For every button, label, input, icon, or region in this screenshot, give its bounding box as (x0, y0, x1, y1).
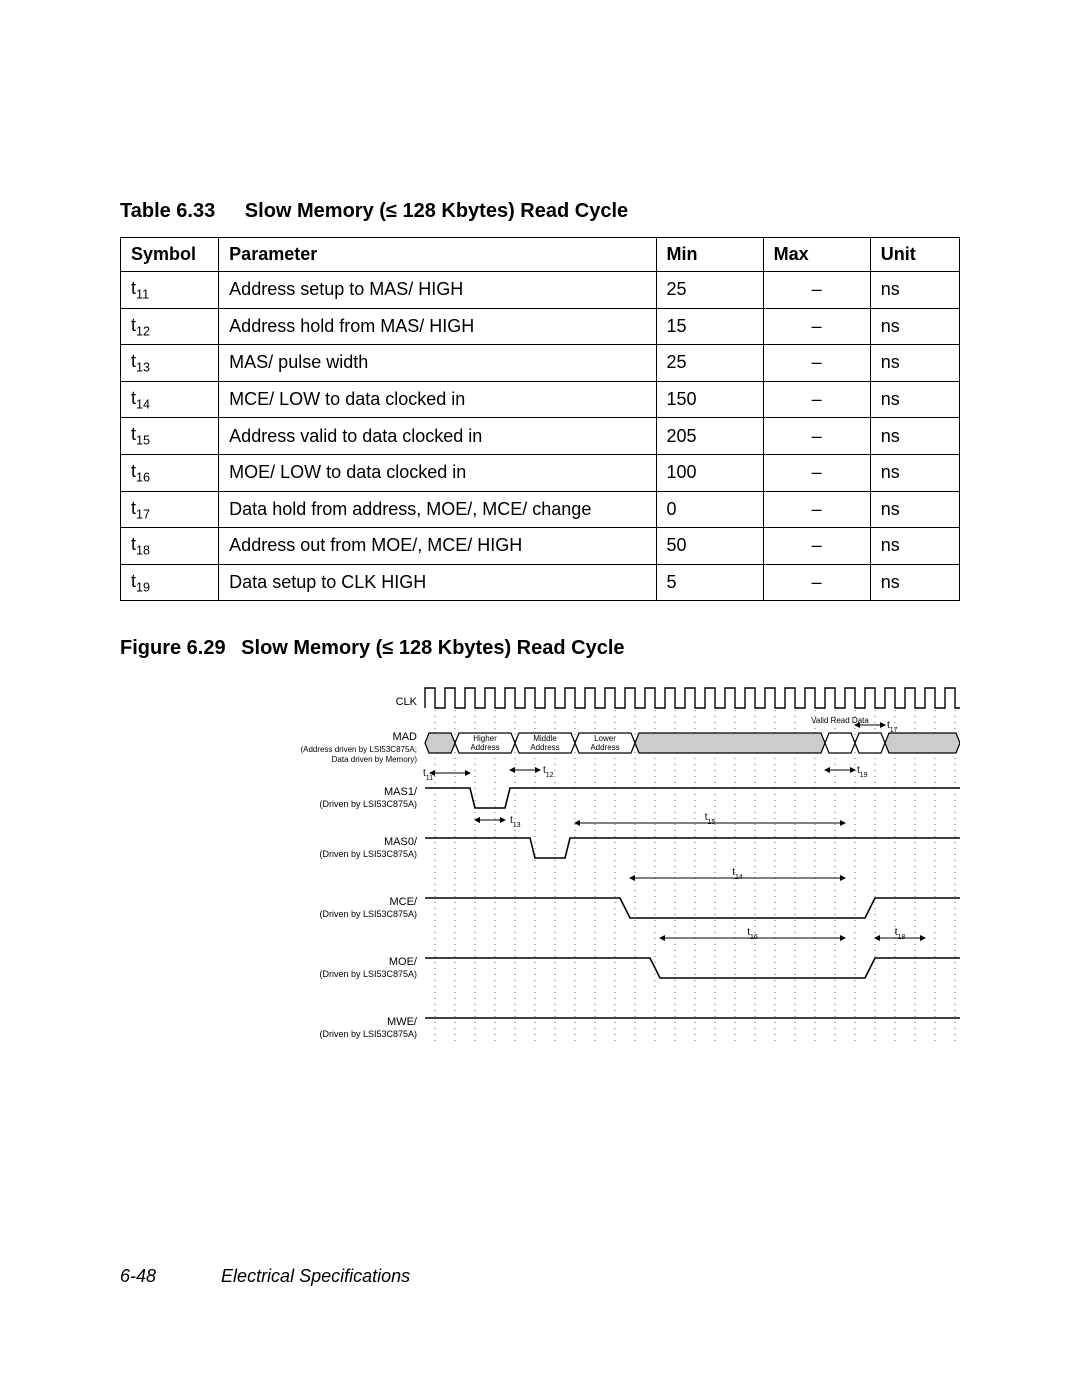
svg-text:Address: Address (530, 743, 559, 752)
cell-parameter: Data setup to CLK HIGH (219, 564, 656, 601)
svg-text:t13: t13 (510, 815, 521, 829)
cell-unit: ns (870, 381, 959, 418)
cell-min: 0 (656, 491, 763, 528)
table-row: t18Address out from MOE/, MCE/ HIGH50–ns (121, 528, 960, 565)
svg-text:MWE/: MWE/ (387, 1016, 418, 1028)
svg-text:Address: Address (590, 743, 619, 752)
svg-text:(Driven by LSI53C875A): (Driven by LSI53C875A) (319, 969, 417, 979)
svg-text:t19: t19 (857, 765, 868, 779)
cell-max: – (763, 272, 870, 309)
table-row: t12Address hold from MAS/ HIGH15–ns (121, 308, 960, 345)
table-title: Table 6.33 Slow Memory (≤ 128 Kbytes) Re… (120, 200, 960, 223)
cell-unit: ns (870, 345, 959, 382)
table-row: t19Data setup to CLK HIGH5–ns (121, 564, 960, 601)
cell-min: 50 (656, 528, 763, 565)
cell-symbol: t18 (121, 528, 219, 565)
timing-diagram: CLK MAD (Address driven by LSI53C875A;Data… (260, 678, 960, 1068)
svg-text:MCE/: MCE/ (390, 896, 418, 908)
cell-max: – (763, 491, 870, 528)
cell-min: 150 (656, 381, 763, 418)
svg-text:(Driven by LSI53C875A): (Driven by LSI53C875A) (319, 1029, 417, 1039)
cell-unit: ns (870, 272, 959, 309)
cell-parameter: Address setup to MAS/ HIGH (219, 272, 656, 309)
cell-parameter: MAS/ pulse width (219, 345, 656, 382)
svg-text:(Driven by LSI53C875A): (Driven by LSI53C875A) (319, 799, 417, 809)
svg-text:MAD: MAD (393, 731, 418, 743)
svg-text:t17: t17 (887, 720, 898, 734)
svg-text:MOE/: MOE/ (389, 956, 418, 968)
table-row: t17Data hold from address, MOE/, MCE/ ch… (121, 491, 960, 528)
figure-number: Figure 6.29 (120, 637, 226, 659)
cell-symbol: t11 (121, 272, 219, 309)
cell-symbol: t19 (121, 564, 219, 601)
cell-parameter: MCE/ LOW to data clocked in (219, 381, 656, 418)
cell-unit: ns (870, 564, 959, 601)
col-unit: Unit (870, 238, 959, 272)
cell-max: – (763, 564, 870, 601)
cell-min: 100 (656, 454, 763, 491)
cell-unit: ns (870, 454, 959, 491)
cell-symbol: t14 (121, 381, 219, 418)
cell-parameter: Address hold from MAS/ HIGH (219, 308, 656, 345)
col-symbol: Symbol (121, 238, 219, 272)
cell-min: 5 (656, 564, 763, 601)
svg-text:Address: Address (470, 743, 499, 752)
col-max: Max (763, 238, 870, 272)
cell-max: – (763, 418, 870, 455)
spec-table: Symbol Parameter Min Max Unit t11Address… (120, 237, 960, 601)
cell-parameter: Address valid to data clocked in (219, 418, 656, 455)
cell-max: – (763, 528, 870, 565)
cell-symbol: t15 (121, 418, 219, 455)
svg-text:t12: t12 (543, 765, 554, 779)
cell-min: 25 (656, 345, 763, 382)
table-row: t15Address valid to data clocked in205–n… (121, 418, 960, 455)
svg-text:CLK: CLK (396, 696, 418, 708)
svg-text:(Driven by LSI53C875A): (Driven by LSI53C875A) (319, 909, 417, 919)
table-caption: Slow Memory (≤ 128 Kbytes) Read Cycle (245, 200, 628, 222)
cell-max: – (763, 308, 870, 345)
svg-text:MAS1/: MAS1/ (384, 786, 418, 798)
table-number: Table 6.33 (120, 200, 215, 222)
cell-min: 205 (656, 418, 763, 455)
cell-min: 25 (656, 272, 763, 309)
col-parameter: Parameter (219, 238, 656, 272)
cell-unit: ns (870, 528, 959, 565)
page-footer: 6-48 Electrical Specifications (120, 1266, 410, 1287)
section-title: Electrical Specifications (221, 1266, 410, 1286)
table-row: t16MOE/ LOW to data clocked in100–ns (121, 454, 960, 491)
cell-max: – (763, 345, 870, 382)
table-row: t13MAS/ pulse width25–ns (121, 345, 960, 382)
cell-symbol: t12 (121, 308, 219, 345)
cell-symbol: t17 (121, 491, 219, 528)
svg-text:t11: t11 (423, 768, 433, 782)
table-row: t14MCE/ LOW to data clocked in150–ns (121, 381, 960, 418)
table-row: t11Address setup to MAS/ HIGH25–ns (121, 272, 960, 309)
cell-parameter: Data hold from address, MOE/, MCE/ chang… (219, 491, 656, 528)
page: Table 6.33 Slow Memory (≤ 128 Kbytes) Re… (0, 0, 1080, 1397)
svg-text:Middle: Middle (533, 734, 557, 743)
svg-text:Data driven by Memory): Data driven by Memory) (332, 755, 418, 764)
table-header-row: Symbol Parameter Min Max Unit (121, 238, 960, 272)
timing-diagram-wrap: CLK MAD (Address driven by LSI53C875A;Data… (120, 678, 960, 1068)
page-number: 6-48 (120, 1266, 156, 1286)
svg-text:Valid Read Data: Valid Read Data (811, 716, 869, 725)
svg-text:(Address driven by LSI53C875A;: (Address driven by LSI53C875A; (300, 745, 417, 754)
col-min: Min (656, 238, 763, 272)
cell-max: – (763, 454, 870, 491)
svg-text:MAS0/: MAS0/ (384, 836, 418, 848)
cell-symbol: t13 (121, 345, 219, 382)
cell-parameter: MOE/ LOW to data clocked in (219, 454, 656, 491)
cell-symbol: t16 (121, 454, 219, 491)
figure-title: Figure 6.29 Slow Memory (≤ 128 Kbytes) R… (120, 637, 960, 660)
figure-caption: Slow Memory (≤ 128 Kbytes) Read Cycle (241, 637, 624, 659)
svg-text:(Driven by LSI53C875A): (Driven by LSI53C875A) (319, 849, 417, 859)
cell-parameter: Address out from MOE/, MCE/ HIGH (219, 528, 656, 565)
svg-text:Higher: Higher (473, 734, 497, 743)
svg-text:Lower: Lower (594, 734, 616, 743)
cell-unit: ns (870, 491, 959, 528)
cell-unit: ns (870, 308, 959, 345)
cell-unit: ns (870, 418, 959, 455)
cell-min: 15 (656, 308, 763, 345)
cell-max: – (763, 381, 870, 418)
